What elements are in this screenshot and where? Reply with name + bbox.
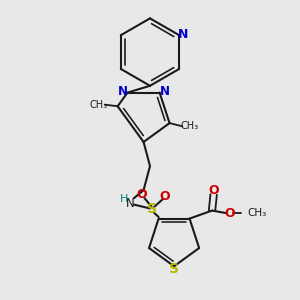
Text: CH₃: CH₃ [89, 100, 107, 110]
Text: O: O [208, 184, 219, 197]
Text: N: N [178, 28, 189, 41]
Text: N: N [126, 197, 135, 210]
Text: N: N [160, 85, 170, 98]
Text: S: S [169, 262, 179, 276]
Text: H: H [120, 194, 128, 204]
Text: CH₃: CH₃ [248, 208, 267, 218]
Text: N: N [117, 85, 128, 98]
Text: O: O [224, 207, 235, 220]
Text: O: O [137, 188, 147, 202]
Text: S: S [147, 202, 157, 216]
Text: O: O [159, 190, 170, 203]
Text: CH₃: CH₃ [181, 121, 199, 131]
